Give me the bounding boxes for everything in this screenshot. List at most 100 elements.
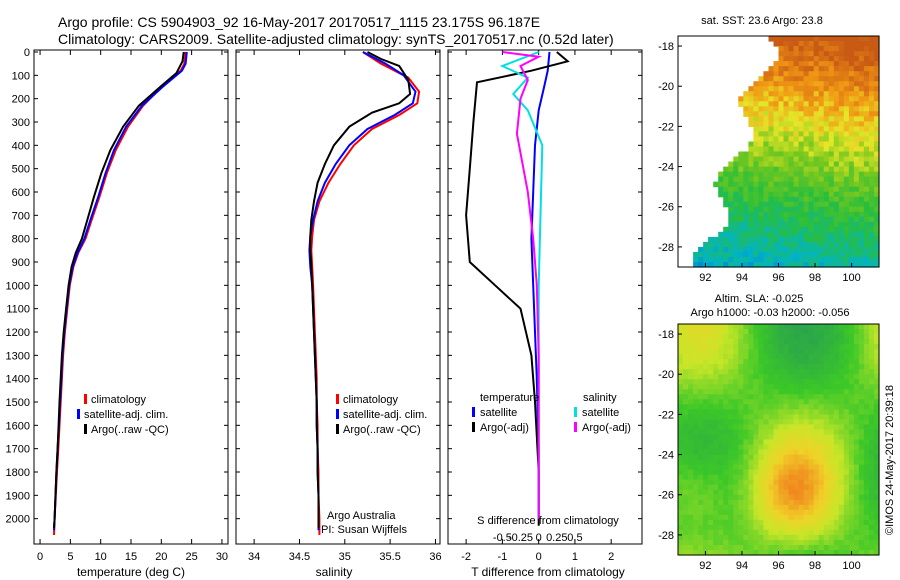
map-cell bbox=[683, 419, 689, 425]
map-cell bbox=[743, 364, 749, 370]
map-cell bbox=[728, 374, 734, 380]
map-cell bbox=[708, 444, 714, 451]
map-cell bbox=[833, 504, 840, 511]
map-cell bbox=[833, 111, 840, 117]
map-cell bbox=[723, 329, 729, 335]
map-cell bbox=[783, 519, 790, 526]
map-cell bbox=[748, 91, 754, 97]
map-cell bbox=[793, 324, 800, 330]
map-cell bbox=[833, 46, 840, 52]
map-cell bbox=[728, 479, 734, 486]
map-cell bbox=[678, 374, 684, 380]
map-cell bbox=[823, 206, 830, 213]
map-cell bbox=[763, 181, 769, 188]
map-cell bbox=[853, 414, 860, 420]
map-cell bbox=[818, 354, 825, 360]
map-cell bbox=[688, 369, 694, 375]
map-cell bbox=[874, 344, 880, 350]
map-cell bbox=[833, 91, 840, 97]
map-cell bbox=[869, 374, 875, 380]
map-cell bbox=[874, 257, 880, 263]
map-cell bbox=[728, 439, 734, 446]
map-cell bbox=[738, 339, 744, 345]
map-cell bbox=[869, 71, 875, 77]
map-cell bbox=[823, 51, 830, 57]
map-cell bbox=[678, 429, 684, 436]
map-cell bbox=[788, 469, 795, 476]
map-cell bbox=[763, 414, 769, 420]
salinity-panel-frame bbox=[235, 49, 441, 545]
map-cell bbox=[793, 459, 800, 466]
map-cell bbox=[763, 524, 769, 531]
map-cell bbox=[869, 399, 875, 405]
map-cell bbox=[874, 126, 880, 132]
map-cell bbox=[768, 257, 775, 263]
map-cell bbox=[828, 251, 835, 258]
map-cell bbox=[698, 414, 704, 420]
map-cell bbox=[788, 374, 795, 380]
map-cell bbox=[863, 46, 870, 52]
map-cell bbox=[728, 186, 734, 193]
map-cell bbox=[788, 71, 795, 77]
map-cell bbox=[793, 379, 800, 385]
map-cell bbox=[813, 444, 820, 451]
map-cell bbox=[808, 414, 815, 420]
map-cell bbox=[788, 524, 795, 531]
map-cell bbox=[823, 101, 830, 107]
map-cell bbox=[713, 529, 719, 536]
map-cell bbox=[823, 414, 830, 420]
map-cell bbox=[808, 106, 815, 112]
map-cell bbox=[869, 86, 875, 92]
map-cell bbox=[713, 419, 719, 425]
map-cell bbox=[848, 374, 855, 380]
map-cell bbox=[693, 369, 699, 375]
map-cell bbox=[773, 419, 780, 425]
map-cell bbox=[768, 221, 775, 228]
map-cell bbox=[728, 166, 734, 173]
map-cell bbox=[683, 424, 689, 430]
map-cell bbox=[869, 404, 875, 410]
map-cell bbox=[778, 534, 785, 541]
map-cell bbox=[833, 334, 840, 340]
map-cell bbox=[803, 324, 810, 330]
map-cell bbox=[713, 359, 719, 365]
map-cell bbox=[713, 524, 719, 531]
map-cell bbox=[848, 329, 855, 335]
map-cell bbox=[874, 524, 880, 531]
map-cell bbox=[758, 146, 764, 153]
map-cell bbox=[778, 236, 785, 243]
map-cell bbox=[853, 51, 860, 57]
map-cell bbox=[723, 494, 729, 501]
map-cell bbox=[869, 246, 875, 253]
map-cell bbox=[853, 76, 860, 82]
map-cell bbox=[848, 539, 855, 546]
map-cell bbox=[838, 56, 845, 62]
map-cell bbox=[708, 349, 714, 355]
map-cell bbox=[783, 394, 790, 400]
map-cell bbox=[708, 454, 714, 461]
map-cell bbox=[838, 329, 845, 335]
imos-timestamp: ©IMOS 24-May-2017 20:39:18 bbox=[884, 385, 896, 535]
map-cell bbox=[869, 161, 875, 168]
map-cell bbox=[803, 91, 810, 97]
map-cell bbox=[723, 379, 729, 385]
map-cell bbox=[733, 374, 739, 380]
map-cell bbox=[688, 399, 694, 405]
map-cell bbox=[743, 344, 749, 350]
map-cell bbox=[703, 419, 709, 425]
map-cell bbox=[838, 550, 845, 556]
map-cell bbox=[863, 484, 870, 491]
map-cell bbox=[773, 251, 780, 258]
map-cell bbox=[788, 171, 795, 178]
map-cell bbox=[763, 394, 769, 400]
map-cell bbox=[853, 434, 860, 441]
map-cell bbox=[778, 146, 785, 153]
map-cell bbox=[798, 86, 805, 92]
map-cell bbox=[828, 131, 835, 137]
map-cell bbox=[813, 246, 820, 253]
map-cell bbox=[818, 101, 825, 107]
map-cell bbox=[683, 534, 689, 541]
map-cell bbox=[863, 66, 870, 72]
map-cell bbox=[874, 514, 880, 521]
map-cell bbox=[733, 171, 739, 178]
